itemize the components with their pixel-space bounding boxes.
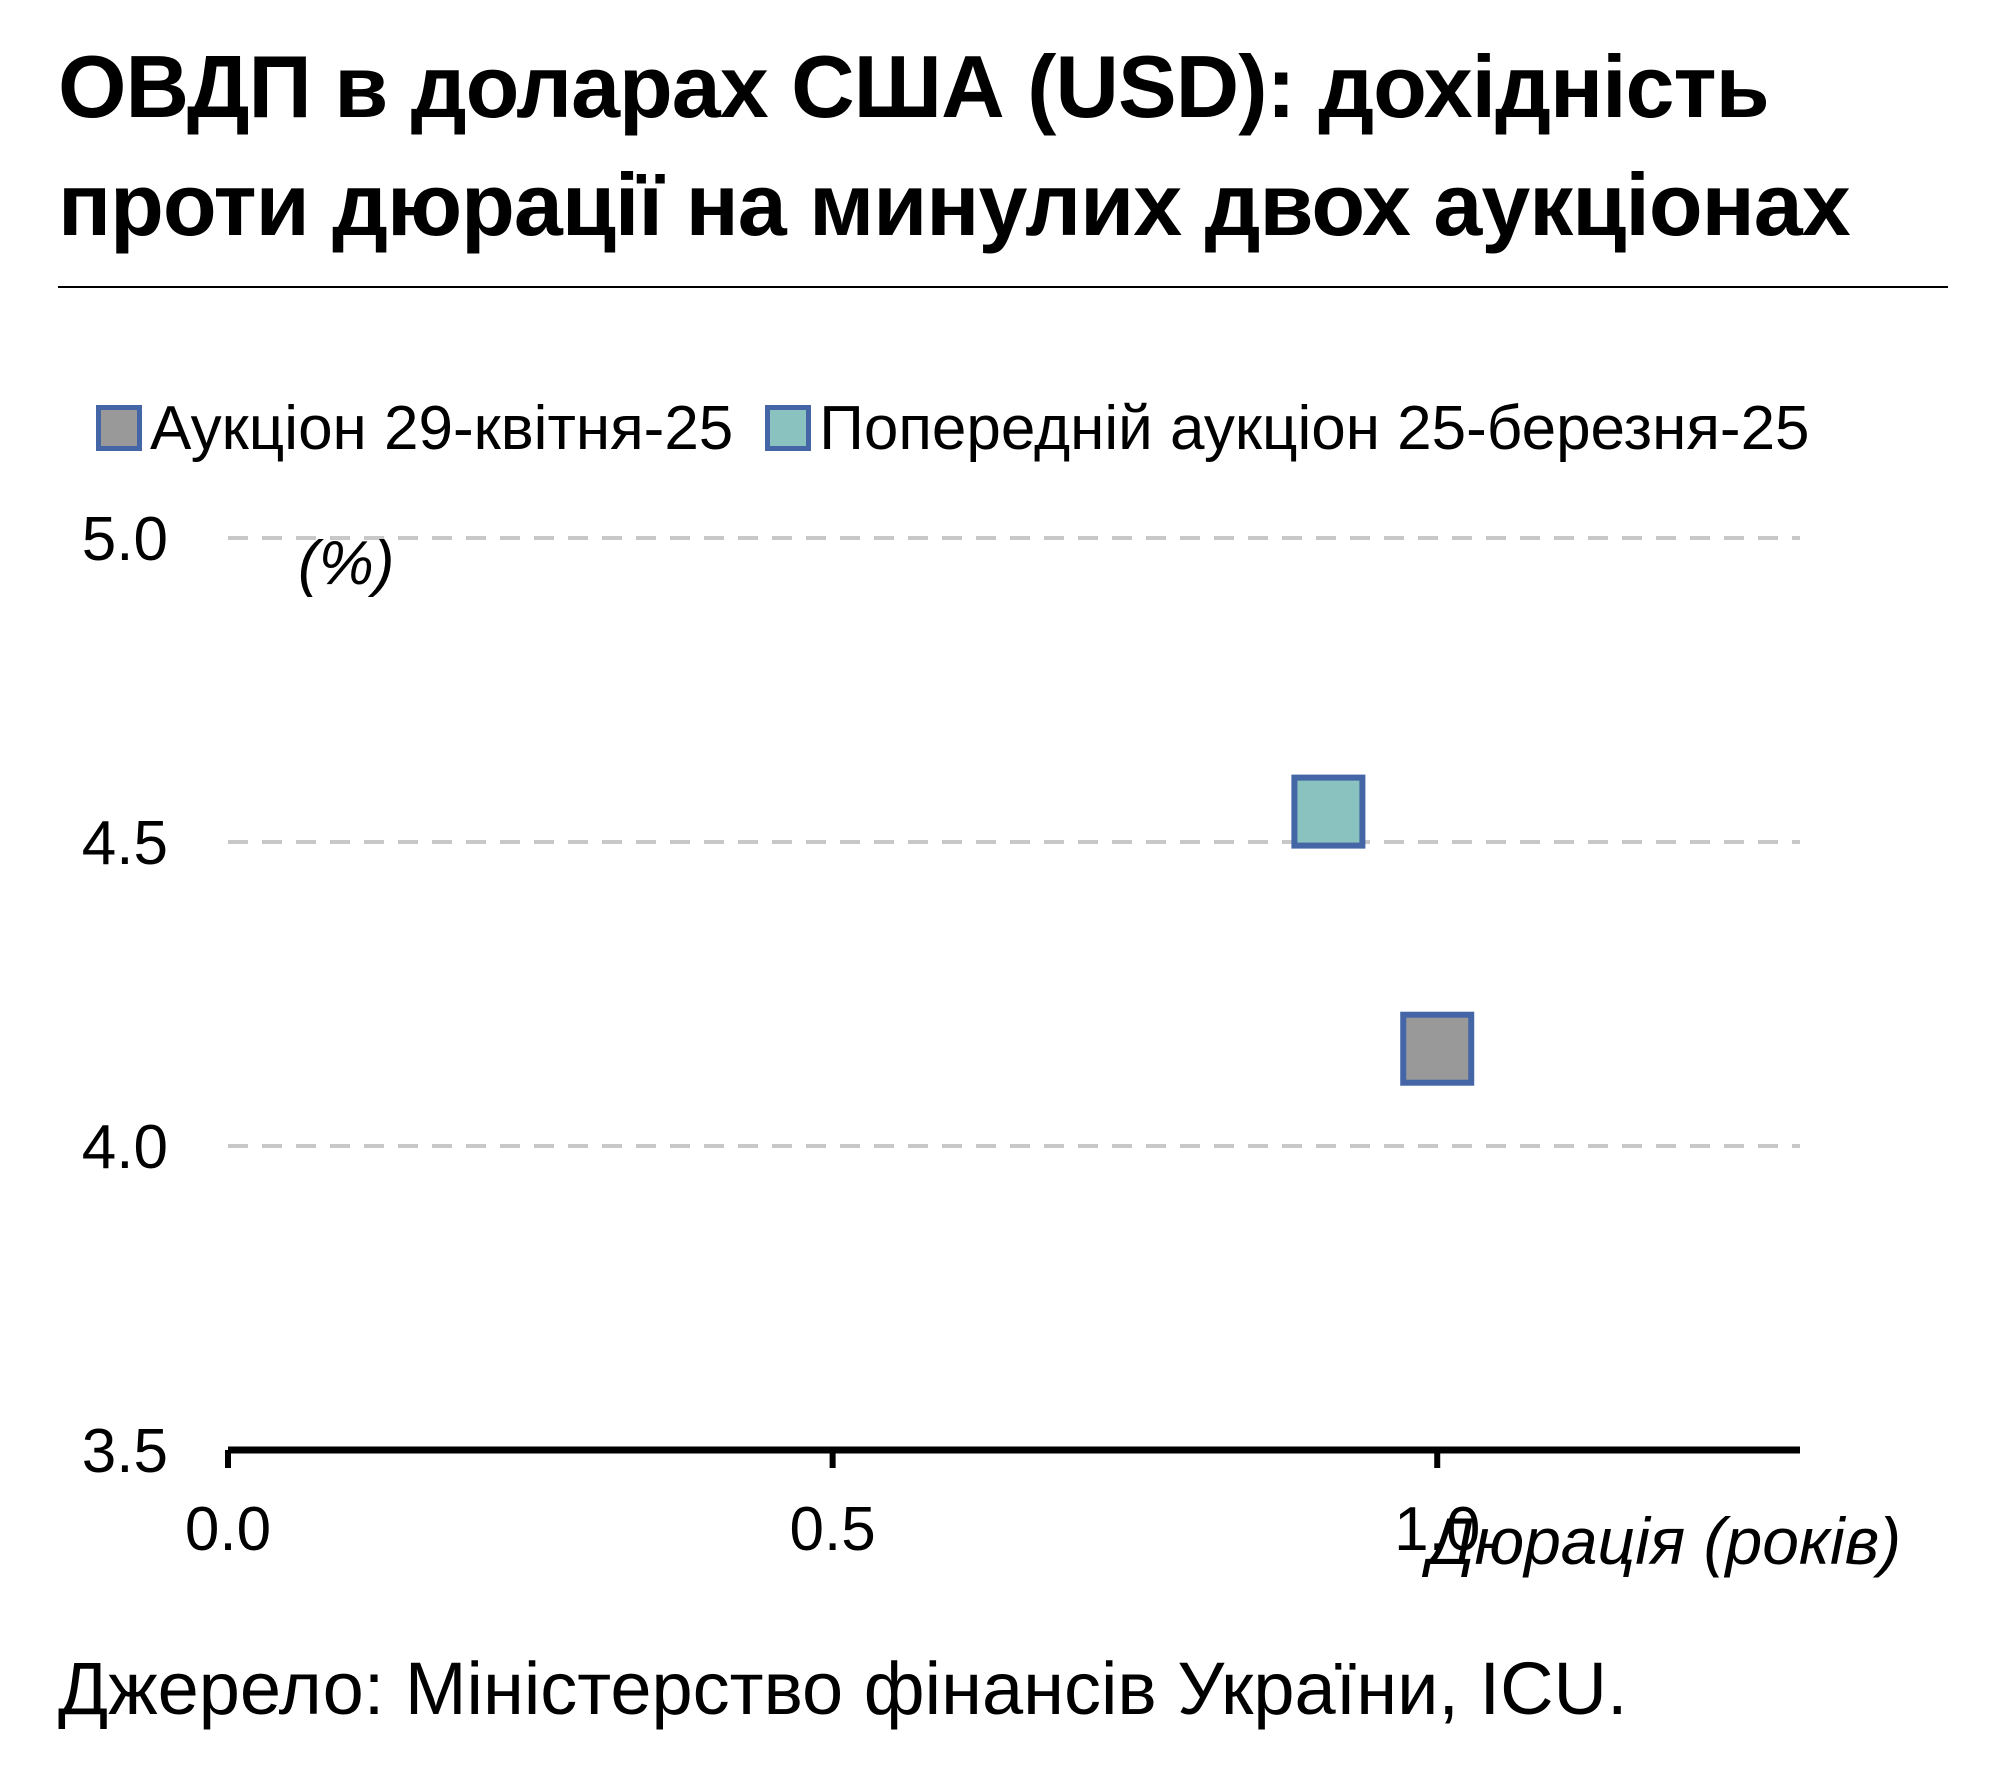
legend-label-series-2: Попередній аукціон 25-березня-25	[819, 393, 1810, 463]
data-point-series-2-0	[1291, 774, 1366, 849]
y-tick-label-0: 5.0	[82, 505, 168, 574]
y-tick-label-2: 4.0	[82, 1113, 168, 1182]
legend-item-series-1: Аукціон 29-квітня-25	[96, 393, 733, 464]
source-note: Джерело: Міністерство фінансів України, …	[58, 1647, 1628, 1730]
gridlines	[228, 536, 1800, 1148]
data-point-series-1-0	[1400, 1011, 1475, 1086]
y-axis-ticks: 5.0 4.5 4.0 3.5	[82, 505, 168, 1486]
x-tick-label-0: 0.0	[185, 1495, 271, 1564]
legend-label-series-1: Аукціон 29-квітня-25	[150, 393, 734, 463]
chart-title: ОВДП в доларах США (USD): дохідність про…	[58, 28, 1938, 264]
y-axis-label: (%)	[298, 529, 394, 598]
y-tick-label-1: 4.5	[82, 809, 168, 878]
chart-legend: Аукціон 29-квітня-25 Попередній аукціон …	[96, 392, 1842, 464]
chart-title-line-1: ОВДП в доларах США (USD): дохідність	[58, 37, 1770, 136]
x-tick-label-1: 0.5	[790, 1495, 876, 1564]
x-axis-ticks: 0.0 0.5 1.0	[185, 1450, 1480, 1564]
x-axis-label: Дюрація (років)	[1421, 1504, 1901, 1578]
legend-item-series-2: Попередній аукціон 25-березня-25	[765, 393, 1810, 464]
scatter-chart: 5.0 4.5 4.0 3.5 0.0 0.5 1.0 (%) Дюрація (рокі…	[82, 505, 1901, 1578]
x-tick-label-2: 1.0	[1394, 1495, 1480, 1564]
chart-title-line-2: проти дюрації на минулих двох аукціонах	[58, 155, 1851, 254]
data-points	[1291, 774, 1475, 1086]
title-divider	[58, 286, 1948, 288]
legend-swatch-series-2	[765, 405, 812, 451]
y-tick-label-3: 3.5	[82, 1417, 168, 1486]
legend-swatch-series-1	[96, 405, 142, 451]
